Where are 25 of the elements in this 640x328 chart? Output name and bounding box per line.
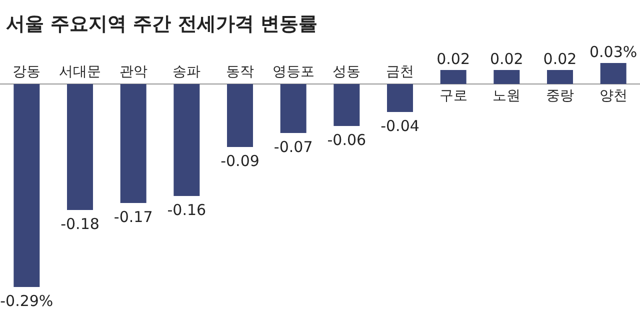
data-label: -0.04 — [380, 117, 420, 135]
x-tick-label: 중랑 — [546, 88, 574, 104]
data-label: -0.07 — [274, 138, 313, 156]
data-label: 0.03% — [590, 43, 638, 61]
data-label: 0.02 — [436, 50, 470, 68]
data-label: -0.18 — [60, 215, 100, 233]
x-tick-label: 관악 — [119, 64, 148, 80]
x-tick-label: 강동 — [12, 64, 41, 80]
data-label: -0.09 — [220, 152, 260, 170]
data-label: -0.17 — [114, 208, 153, 226]
x-tick-label: 영등포 — [272, 64, 314, 80]
data-label: -0.29% — [0, 292, 54, 310]
x-tick-label: 구로 — [439, 88, 468, 104]
x-tick-label: 양천 — [599, 88, 628, 104]
chart-title: 서울 주요지역 주간 전세가격 변동률 — [6, 13, 318, 35]
x-tick-label: 금천 — [386, 64, 414, 80]
x-tick-label: 서대문 — [59, 64, 101, 80]
x-tick-label: 성동 — [332, 64, 361, 80]
x-tick-label: 노원 — [492, 88, 521, 104]
x-tick-label: 동작 — [226, 64, 254, 80]
data-label: -0.06 — [327, 131, 366, 149]
data-label: 0.02 — [490, 50, 524, 68]
data-label: -0.16 — [167, 201, 206, 219]
x-tick-label: 송파 — [172, 64, 201, 80]
data-label: 0.02 — [543, 50, 577, 68]
